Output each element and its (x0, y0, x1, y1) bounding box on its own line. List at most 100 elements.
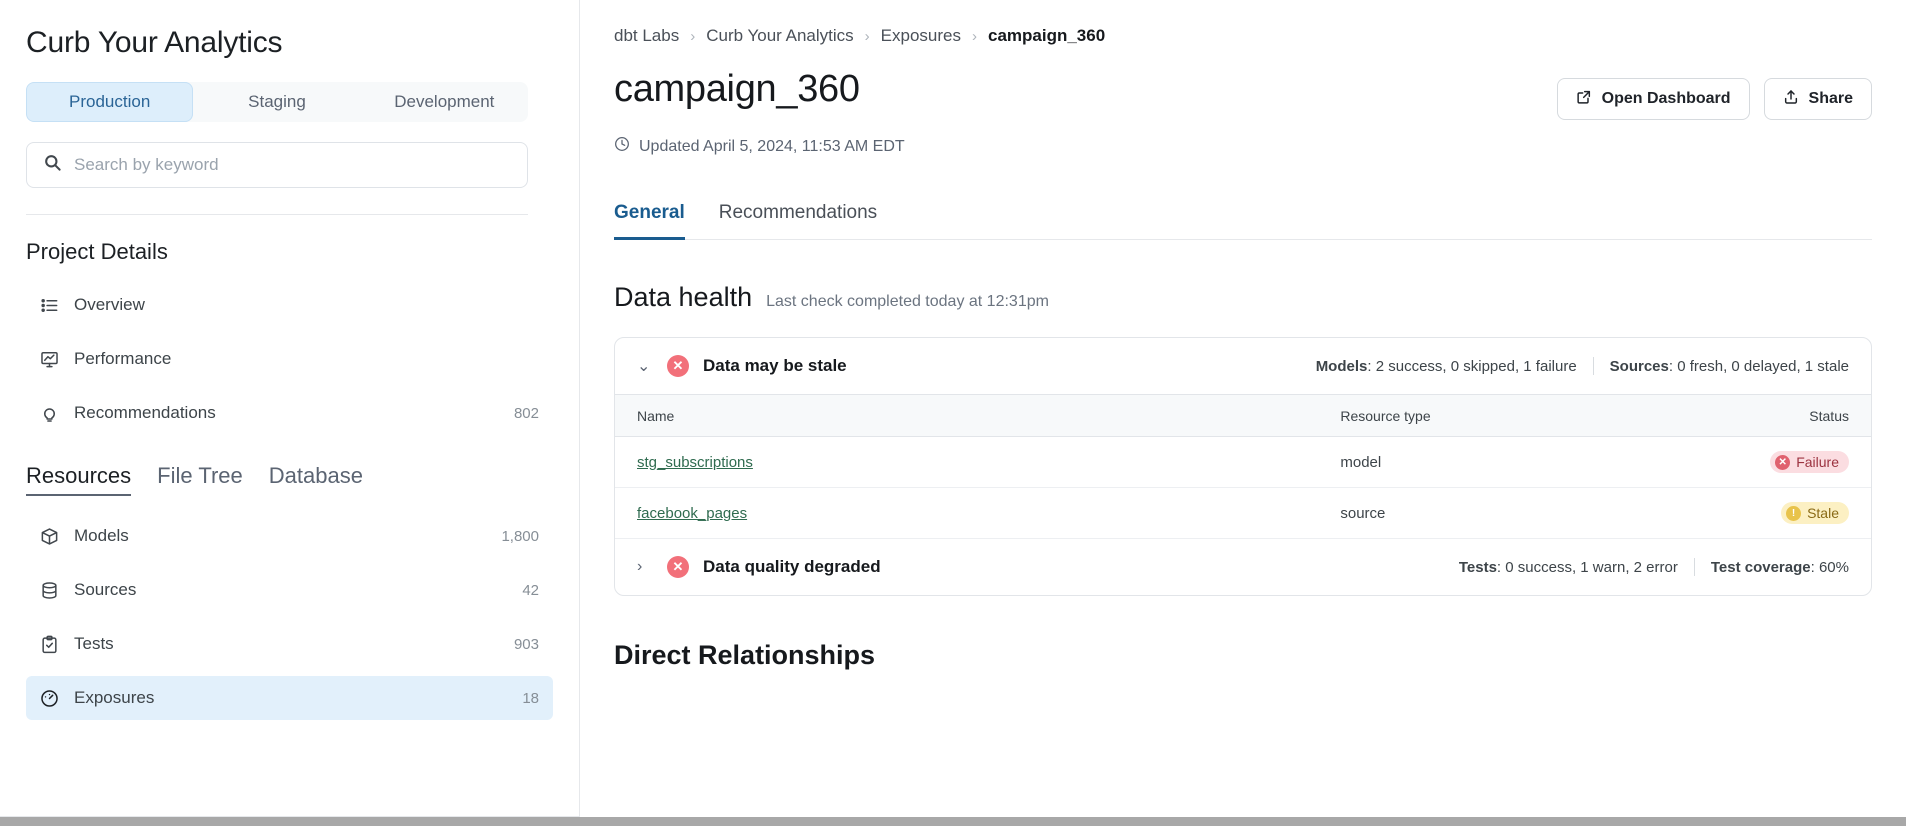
sidebar-item-performance[interactable]: Performance (26, 337, 553, 381)
open-dashboard-button[interactable]: Open Dashboard (1556, 78, 1750, 120)
sidebar-divider (26, 214, 528, 215)
sidebar-item-label: Models (74, 526, 129, 545)
health-group-stale-header[interactable]: ⌄ ✕ Data may be stale Models: 2 success,… (615, 338, 1871, 394)
status-badge: ! Stale (1781, 502, 1849, 524)
sidebar-item-count: 42 (522, 581, 539, 599)
sidebar-item-tests[interactable]: Tests 903 (26, 622, 553, 666)
stat-tests-label: Tests (1458, 558, 1497, 576)
env-tab-production[interactable]: Production (26, 82, 194, 122)
breadcrumb-item-exposures[interactable]: Exposures (880, 26, 961, 45)
stat-tests-value: 0 success, 1 warn, 2 error (1505, 558, 1678, 576)
database-icon (38, 579, 60, 601)
tab-general[interactable]: General (614, 202, 685, 240)
search-icon (43, 153, 62, 177)
table-row: stg_subscriptions model ✕ Failure (615, 436, 1871, 488)
page-title: campaign_360 (614, 68, 860, 110)
stat-models: Models: 2 success, 0 skipped, 1 failure (1315, 357, 1577, 375)
resource-tab-file-tree[interactable]: File Tree (157, 463, 243, 488)
search-input[interactable] (74, 155, 511, 175)
breadcrumb-item-dbt-labs[interactable]: dbt Labs (614, 26, 680, 45)
stat-tests: Tests: 0 success, 1 warn, 2 error (1458, 558, 1678, 576)
stat-models-value: 2 success, 0 skipped, 1 failure (1375, 357, 1577, 375)
env-tab-development[interactable]: Development (394, 92, 495, 111)
sidebar-item-label: Tests (74, 634, 114, 653)
chevron-down-icon[interactable]: ⌄ (637, 358, 651, 375)
data-health-header: Data health Last check completed today a… (614, 282, 1872, 313)
main-content: dbt Labs › Curb Your Analytics › Exposur… (580, 0, 1906, 826)
resource-link[interactable]: facebook_pages (637, 504, 748, 522)
resource-tabs[interactable]: Resources File Tree Database (26, 463, 553, 496)
sidebar: Curb Your Analytics Production Staging D… (0, 0, 580, 826)
chevron-right-icon: › (971, 27, 977, 45)
external-link-icon (1576, 89, 1592, 110)
stat-sources-value: 0 fresh, 0 delayed, 1 stale (1677, 357, 1849, 375)
table-body: stg_subscriptions model ✕ Failure face (615, 436, 1871, 539)
resource-type-cell: model (1318, 436, 1696, 488)
health-group-quality-stats: Tests: 0 success, 1 warn, 2 error Test c… (1459, 558, 1849, 576)
breadcrumb-item-project[interactable]: Curb Your Analytics (706, 26, 854, 45)
sidebar-item-overview[interactable]: Overview (26, 283, 553, 327)
table-row: facebook_pages source ! Stale (615, 487, 1871, 539)
stat-coverage-value: 60% (1818, 558, 1849, 576)
page-actions: Open Dashboard Share (1556, 68, 1872, 120)
data-health-title: Data health (614, 282, 753, 312)
sidebar-item-label: Overview (74, 295, 145, 314)
sidebar-item-label: Performance (74, 349, 172, 368)
monitor-chart-icon (38, 348, 60, 370)
env-tab-staging[interactable]: Staging (248, 92, 306, 111)
breadcrumb: dbt Labs › Curb Your Analytics › Exposur… (614, 26, 1872, 46)
lightbulb-icon (38, 402, 60, 424)
cube-icon (38, 525, 60, 547)
breadcrumb-item-current: campaign_360 (987, 26, 1106, 45)
resource-tab-database[interactable]: Database (268, 463, 363, 488)
health-group-quality-left: › ✕ Data quality degraded (637, 556, 881, 578)
table-header-row: Name Resource type Status (615, 394, 1871, 437)
stat-separator (1592, 357, 1594, 375)
clipboard-check-icon (38, 633, 60, 655)
sidebar-bottom-divider (0, 816, 579, 817)
search-box[interactable] (26, 142, 528, 188)
resource-link[interactable]: stg_subscriptions (637, 453, 753, 471)
share-upload-icon (1783, 89, 1799, 110)
stat-sources: Sources: 0 fresh, 0 delayed, 1 stale (1609, 357, 1849, 375)
sidebar-item-recommendations[interactable]: Recommendations 802 (26, 391, 553, 435)
open-dashboard-label: Open Dashboard (1601, 90, 1731, 107)
share-button[interactable]: Share (1763, 78, 1872, 120)
resource-type-cell: source (1318, 487, 1696, 539)
sidebar-item-count: 1,800 (501, 527, 539, 545)
chevron-right-icon[interactable]: › (637, 558, 643, 575)
resource-tab-resources[interactable]: Resources (26, 463, 132, 496)
horizontal-scrollbar[interactable] (0, 817, 1906, 826)
sidebar-item-exposures[interactable]: Exposures 18 (26, 676, 553, 720)
list-icon (38, 294, 60, 316)
chevron-right-icon: › (690, 27, 696, 45)
sidebar-item-models[interactable]: Models 1,800 (26, 514, 553, 558)
stat-models-label: Models (1315, 357, 1368, 375)
sidebar-item-sources[interactable]: Sources 42 (26, 568, 553, 612)
health-resources-table: Name Resource type Status stg_subscripti… (615, 394, 1871, 539)
tab-recommendations[interactable]: Recommendations (718, 202, 878, 223)
health-group-stale-stats: Models: 2 success, 0 skipped, 1 failure … (1316, 357, 1849, 375)
status-badge-label: Stale (1807, 505, 1839, 521)
project-details-title: Project Details (26, 239, 168, 264)
data-health-card: ⌄ ✕ Data may be stale Models: 2 success,… (614, 337, 1872, 596)
health-group-stale-title: Data may be stale (703, 356, 847, 375)
stat-coverage: Test coverage: 60% (1710, 558, 1849, 576)
gauge-icon (38, 687, 60, 709)
sidebar-item-count: 18 (522, 689, 539, 707)
health-group-quality-title: Data quality degraded (703, 557, 881, 576)
direct-relationships-title: Direct Relationships (614, 640, 876, 670)
sidebar-item-label: Recommendations (74, 403, 216, 422)
scrollbar-thumb[interactable] (0, 817, 1906, 826)
title-row: campaign_360 Open Dashboard (614, 68, 1872, 120)
sidebar-item-count: 802 (513, 404, 539, 422)
clock-icon (614, 136, 630, 157)
column-header-status: Status (1809, 407, 1849, 424)
error-circle-icon: ✕ (667, 556, 689, 578)
sidebar-item-label: Sources (74, 580, 137, 599)
project-title: Curb Your Analytics (26, 26, 283, 59)
health-group-quality-header[interactable]: › ✕ Data quality degraded Tests: 0 succe… (615, 539, 1871, 595)
stat-sources-label: Sources (1609, 357, 1669, 375)
environment-segmented-control[interactable]: Production Staging Development (26, 82, 528, 122)
